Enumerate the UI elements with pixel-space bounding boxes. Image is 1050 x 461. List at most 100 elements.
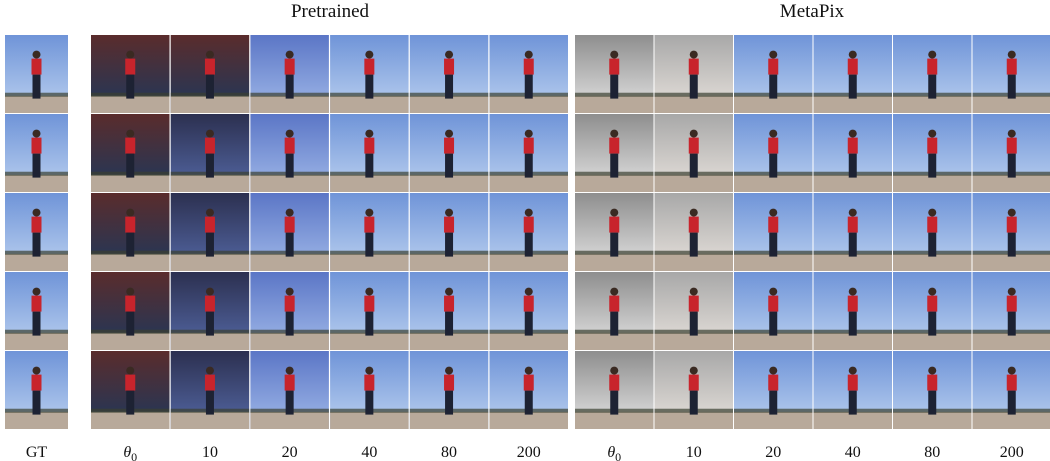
figure-head — [126, 287, 135, 296]
figure-legs — [126, 153, 135, 178]
figure-torso — [847, 58, 858, 75]
figure-head — [848, 366, 857, 375]
figure-head — [1007, 366, 1016, 375]
tile-ground — [734, 411, 813, 429]
figure-head — [689, 50, 698, 59]
figure-legs — [32, 153, 41, 178]
figure-head — [126, 50, 135, 59]
figure-legs — [445, 74, 454, 99]
image-tile — [972, 351, 1050, 429]
figure-legs — [848, 311, 857, 336]
figure-torso — [927, 58, 938, 75]
image-tile — [250, 35, 329, 113]
figure-head — [928, 50, 937, 59]
label-symbol: θ — [123, 444, 131, 461]
figure-head — [445, 366, 454, 375]
image-tile — [575, 272, 654, 350]
tile-ground — [170, 174, 250, 192]
figure-head — [1007, 50, 1016, 59]
figure-torso — [364, 58, 375, 75]
tile-ground — [972, 332, 1050, 350]
figure-torso — [768, 374, 779, 391]
figure-legs — [848, 153, 857, 178]
figure-head — [689, 287, 698, 296]
figure-torso — [1006, 216, 1017, 233]
figure-legs — [205, 390, 214, 415]
figure-head — [848, 208, 857, 217]
figure-legs — [32, 390, 41, 415]
figure-legs — [689, 74, 698, 99]
tile-ground — [575, 332, 654, 350]
figure-legs — [769, 153, 778, 178]
image-tile — [250, 114, 329, 192]
figure-legs — [610, 390, 619, 415]
image-tile — [5, 114, 68, 192]
figure-head — [769, 287, 778, 296]
tile-ground — [91, 253, 170, 271]
figure-head — [610, 287, 619, 296]
image-tile — [893, 272, 972, 350]
column-label: 200 — [1000, 444, 1024, 461]
image-tile — [893, 351, 972, 429]
column-labels: GT θ0 10 20 40 80 200 θ0 10 20 40 80 200 — [26, 444, 1024, 461]
image-tile — [654, 35, 733, 113]
figure-torso — [125, 374, 136, 391]
figure-legs — [285, 74, 294, 99]
column-label: 200 — [517, 444, 541, 461]
figure-head — [769, 366, 778, 375]
tile-ground — [170, 332, 250, 350]
figure-head — [769, 129, 778, 138]
image-tile — [91, 114, 170, 192]
figure-torso — [204, 137, 215, 154]
figure-head — [205, 129, 214, 138]
figure-head — [610, 50, 619, 59]
tile-ground — [972, 95, 1050, 113]
figure-legs — [769, 311, 778, 336]
figure-legs — [126, 390, 135, 415]
figure-torso — [1006, 137, 1017, 154]
figure-legs — [928, 232, 937, 257]
figure-legs — [1007, 74, 1016, 99]
tile-ground — [654, 332, 733, 350]
figure-head — [1007, 129, 1016, 138]
image-tile — [409, 114, 489, 192]
figure-head — [928, 129, 937, 138]
tile-ground — [91, 174, 170, 192]
figure-head — [769, 50, 778, 59]
figure-torso — [31, 137, 42, 154]
image-tile — [409, 351, 489, 429]
figure-torso — [847, 137, 858, 154]
figure-head — [524, 366, 533, 375]
tile-ground — [330, 95, 409, 113]
figure-torso — [125, 295, 136, 312]
figure-legs — [610, 232, 619, 257]
figure-legs — [445, 232, 454, 257]
image-tile — [5, 193, 68, 271]
tile-ground — [575, 95, 654, 113]
column-label: 20 — [282, 444, 298, 461]
tile-ground — [489, 332, 568, 350]
tile-ground — [330, 411, 409, 429]
figure-head — [285, 287, 294, 296]
figure-head — [689, 129, 698, 138]
figure-head — [126, 366, 135, 375]
figure-torso — [125, 137, 136, 154]
figure-torso — [927, 216, 938, 233]
image-tile — [734, 193, 813, 271]
image-tile — [330, 114, 409, 192]
tile-ground — [575, 174, 654, 192]
label-symbol: θ — [607, 444, 615, 461]
column-label: 80 — [924, 444, 940, 461]
figure-torso — [444, 58, 455, 75]
tile-ground — [893, 332, 972, 350]
image-tile — [893, 35, 972, 113]
tile-ground — [734, 95, 813, 113]
figure-torso — [927, 374, 938, 391]
tile-ground — [170, 411, 250, 429]
figure-legs — [769, 390, 778, 415]
image-tile — [489, 114, 568, 192]
image-tile — [409, 272, 489, 350]
image-tile — [893, 114, 972, 192]
figure-torso — [688, 374, 699, 391]
image-tile — [734, 351, 813, 429]
